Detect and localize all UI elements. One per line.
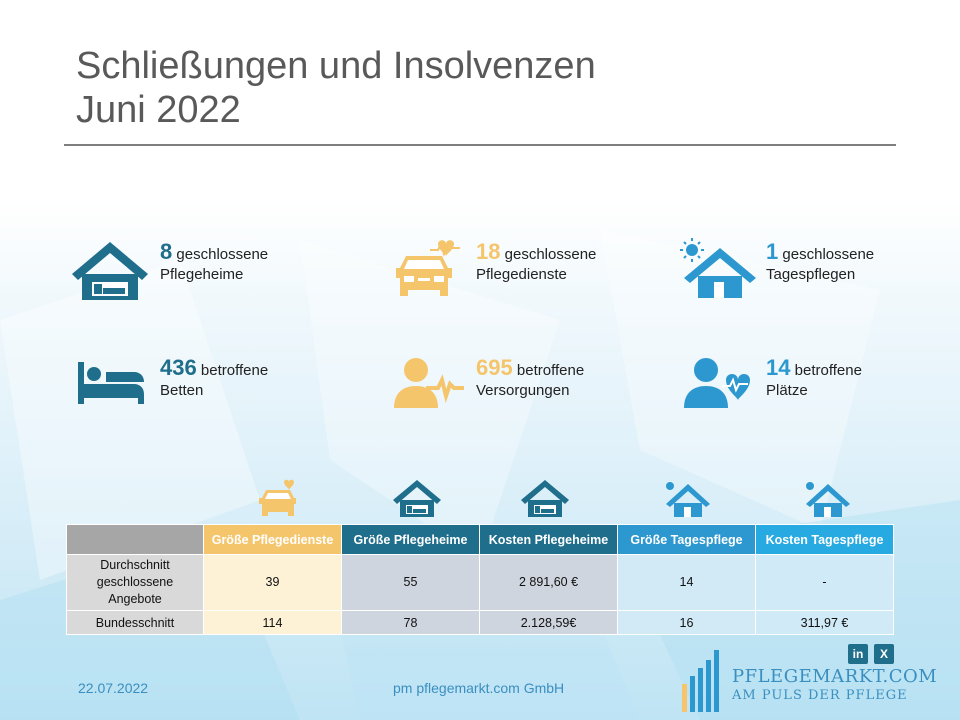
stat-number: 8 (160, 239, 173, 264)
table-cell: 2 891,60 € (479, 554, 618, 611)
stat-label: Betten (160, 382, 204, 399)
table-header-cell: Größe Pflegedienste (203, 524, 342, 555)
person-heart-icon (684, 358, 750, 408)
pflegemarkt-logo-icon (682, 650, 719, 712)
title-divider (64, 144, 896, 146)
table-row: Durchschnitt geschlossene Angebote 39 55… (66, 554, 894, 611)
stat-affected-beds: 436 betroffene Betten (70, 354, 268, 418)
row-label: Durchschnitt geschlossene Angebote (66, 554, 204, 611)
table-cell: 14 (617, 554, 756, 611)
stat-number: 436 (160, 355, 197, 380)
stat-word: geschlossene (176, 246, 269, 263)
person-pulse-icon (394, 358, 464, 408)
row-label-line: geschlossene (96, 575, 174, 589)
car-heart-icon (259, 479, 296, 516)
stat-number: 18 (476, 239, 501, 264)
page-title: Schließungen und Insolvenzen Juni 2022 (76, 44, 596, 132)
table-header-cell: Kosten Pflegeheime (479, 524, 618, 555)
linkedin-icon[interactable]: in (848, 644, 868, 664)
footer-date: 22.07.2022 (78, 680, 149, 696)
table-cell: 311,97 € (755, 610, 894, 635)
house-bed-icon (521, 480, 569, 517)
table-header-cell: Kosten Tagespflege (755, 524, 894, 555)
row-label: Bundesschnitt (66, 610, 204, 635)
table-header-cell: Größe Tagespflege (617, 524, 756, 555)
house-bed-icon (72, 242, 148, 300)
stat-word: betroffene (794, 362, 862, 379)
stat-word: geschlossene (504, 246, 597, 263)
xing-icon[interactable]: X (874, 644, 894, 664)
stat-closed-nursing-homes: 8 geschlossene Pflegeheime (70, 238, 268, 302)
stat-affected-places: 14 betroffene Plätze (676, 354, 862, 418)
stat-label: Pflegeheime (160, 266, 244, 283)
table-cell: 55 (341, 554, 480, 611)
table-cell: 2.128,59€ (479, 610, 618, 635)
comparison-table: Größe Pflegedienste Größe Pflegeheime Ko… (66, 524, 894, 635)
bed-icon (78, 362, 144, 404)
house-sun-icon (806, 482, 850, 517)
table-cell: 78 (341, 610, 480, 635)
table-header-cell: Größe Pflegeheime (341, 524, 480, 555)
stat-label: Tagespflegen (766, 266, 856, 283)
table-cell: 114 (203, 610, 342, 635)
table-header-empty (66, 524, 204, 555)
footer-company: pm pflegemarkt.com GmbH (393, 680, 565, 696)
stat-number: 1 (766, 239, 779, 264)
house-sun-icon (666, 482, 710, 517)
table-cell: 16 (617, 610, 756, 635)
stat-label: Pflegedienste (476, 266, 567, 283)
table-header-row: Größe Pflegedienste Größe Pflegeheime Ko… (66, 524, 894, 555)
table-cell: - (755, 554, 894, 611)
logo-name: PFLEGEMARKT.COM (732, 666, 938, 687)
table-row: Bundesschnitt 114 78 2.128,59€ 16 311,97… (66, 610, 894, 635)
stat-closed-care-services: 18 geschlossene Pflegedienste (386, 238, 596, 302)
stat-word: geschlossene (782, 246, 875, 263)
row-label-line: Angebote (108, 592, 162, 606)
stat-number: 695 (476, 355, 513, 380)
stat-affected-care: 695 betroffene Versorgungen (386, 354, 584, 418)
title-line-2: Juni 2022 (76, 89, 241, 131)
stat-label: Plätze (766, 382, 808, 399)
table-cell: 39 (203, 554, 342, 611)
stat-number: 14 (766, 355, 791, 380)
logo-tagline: AM PULS DER PFLEGE (732, 688, 908, 703)
house-bed-icon (393, 480, 441, 517)
row-label-line: Durchschnitt (100, 558, 170, 572)
stat-label: Versorgungen (476, 382, 570, 399)
stat-word: betroffene (200, 362, 269, 379)
car-heart-icon (396, 240, 460, 296)
table-header-icons (0, 478, 960, 522)
stat-word: betroffene (516, 362, 585, 379)
title-line-1: Schließungen und Insolvenzen (76, 45, 596, 87)
stat-closed-day-care: 1 geschlossene Tagespflegen (676, 238, 874, 302)
house-sun-icon (680, 238, 756, 298)
